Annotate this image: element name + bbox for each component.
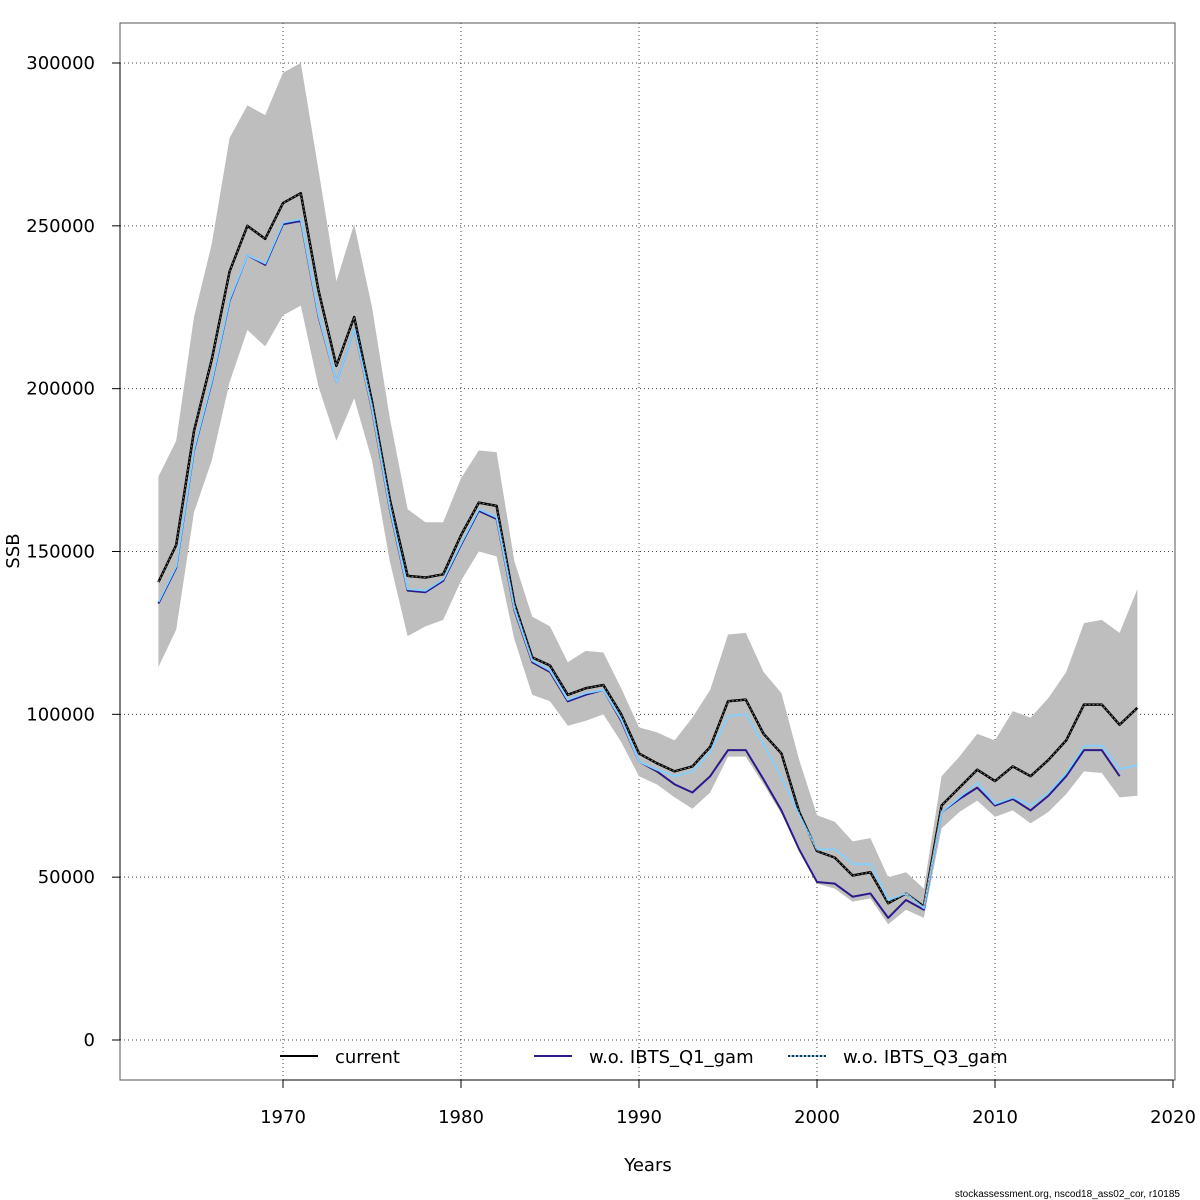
footer-credit: stockassessment.org, nscod18_ass02_cor, … <box>955 1189 1181 1200</box>
x-tick-label: 2000 <box>794 1107 840 1128</box>
y-tick-label: 200000 <box>26 379 95 400</box>
legend: current w.o. IBTS_Q1_gam w.o. IBTS_Q3_gam <box>280 1047 1008 1068</box>
legend-label: w.o. IBTS_Q1_gam <box>589 1047 754 1068</box>
x-axis-label: Years <box>623 1155 672 1176</box>
y-tick-label: 100000 <box>26 704 95 725</box>
x-tick-label: 1990 <box>616 1107 662 1128</box>
series-line-current-overlay <box>157 192 1138 907</box>
y-tick-label: 150000 <box>26 542 95 563</box>
legend-label: current <box>335 1047 400 1068</box>
x-axis: 1970 1980 1990 2000 2010 2020 <box>260 1079 1196 1128</box>
y-tick-label: 0 <box>84 1030 95 1051</box>
x-tick-label: 2020 <box>1150 1107 1196 1128</box>
y-tick-label: 50000 <box>38 867 95 888</box>
confidence-band-area <box>158 63 1138 925</box>
x-tick-label: 1980 <box>438 1107 484 1128</box>
series-lines <box>157 192 1139 919</box>
x-tick-label: 2010 <box>972 1107 1018 1128</box>
series-line-wo-ibts-q3 <box>157 218 1138 910</box>
y-tick-label: 300000 <box>26 53 95 74</box>
x-tick-label: 1970 <box>260 1107 306 1128</box>
confidence-band <box>158 63 1138 925</box>
series-line-wo-ibts-q1 <box>157 219 1121 919</box>
y-tick-label: 250000 <box>26 216 95 237</box>
y-axis-label: SSB <box>3 533 24 568</box>
grid <box>120 23 1175 1080</box>
y-axis: 0 50000 100000 150000 200000 250000 300000 <box>26 53 121 1051</box>
legend-label: w.o. IBTS_Q3_gam <box>843 1047 1008 1068</box>
